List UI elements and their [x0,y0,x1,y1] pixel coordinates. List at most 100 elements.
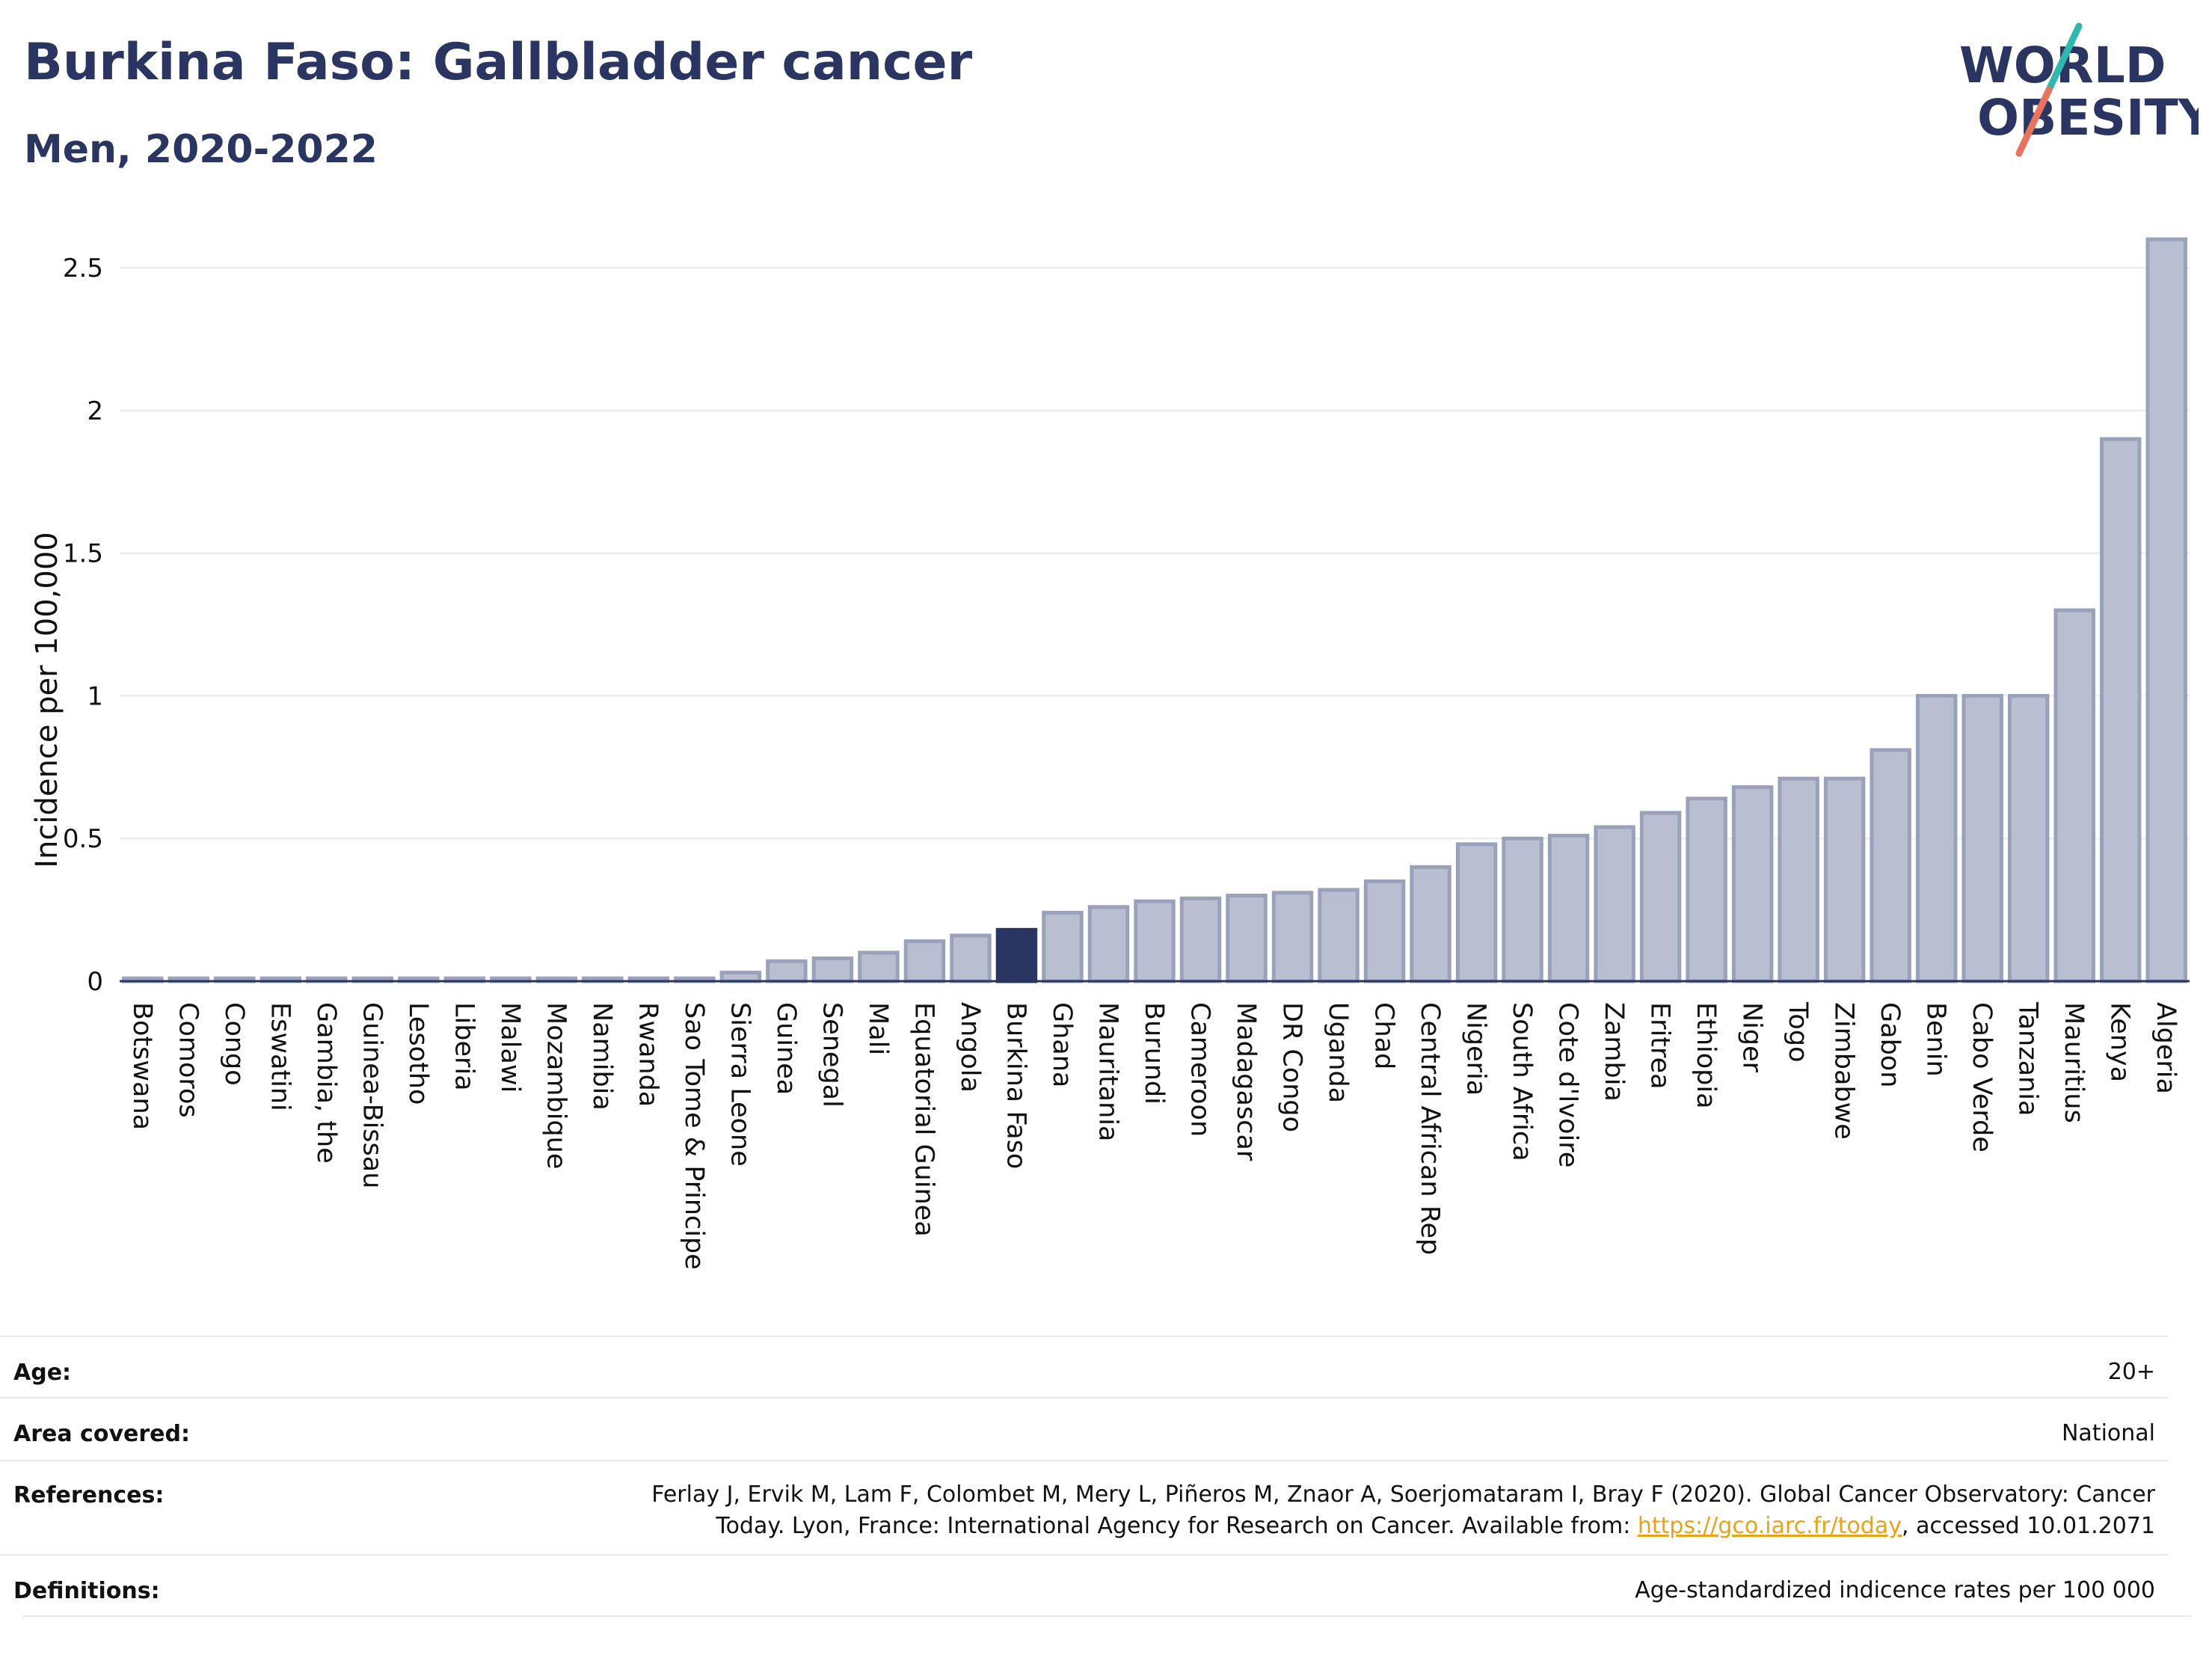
references-line-2-pre: Today. Lyon, France: International Agenc… [716,1513,1638,1539]
x-tick-label: Comoros [173,1002,203,1118]
x-tick-label: Congo [219,1002,249,1086]
x-tick-label: Mauritania [1093,1002,1122,1141]
y-tick-label: 1 [87,681,103,711]
x-tick-label: Burkina Faso [1001,1002,1030,1169]
y-tick-label: 0.5 [63,824,103,854]
info-row-area: Area covered: National [0,1397,2169,1460]
bar [1502,836,1543,983]
bar [2100,437,2142,983]
bar [766,959,808,983]
definitions-value: Age-standardized indicence rates per 100… [1635,1577,2155,1603]
bar [719,971,762,983]
x-tick-label: Eritrea [1645,1002,1675,1090]
logo-slash-teal [2045,22,2083,93]
bar [1134,899,1176,983]
bar [2053,608,2095,983]
bar [1042,910,1084,983]
x-tick-label: Burundi [1139,1002,1169,1105]
x-tick-label: Guinea-Bissau [357,1002,387,1188]
x-tick-label: Chad [1369,1002,1399,1069]
bar [903,939,946,983]
bar [2145,237,2187,983]
x-tick-label: Sao Tome & Principe [679,1002,709,1270]
references-link[interactable]: https://gco.iarc.fr/today [1637,1513,1902,1539]
x-tick-label: Central African Rep [1415,1002,1445,1255]
info-bottom-divider [22,1615,2191,1617]
references-line-2-post: , accessed 10.01.2071 [1902,1513,2155,1539]
x-tick-label: Zambia [1599,1002,1629,1102]
x-tick-label: Uganda [1323,1002,1353,1103]
bar [1594,825,1635,983]
x-tick-label: Guinea [771,1002,801,1095]
x-tick-label: Cote d'Ivoire [1553,1002,1583,1167]
area-label: Area covered: [13,1421,190,1447]
x-tick-label: Angola [955,1002,985,1093]
x-tick-label: Sierra Leone [725,1002,755,1167]
y-tick-label: 0 [87,967,103,997]
bar [1686,796,1727,983]
age-label: Age: [13,1360,72,1386]
bar [1547,833,1590,983]
y-tick-label: 2 [87,396,103,426]
x-tick-label: Gambia, the [311,1002,341,1164]
x-tick-label: Niger [1737,1002,1767,1073]
x-tick-label: Zimbabwe [1829,1002,1859,1140]
x-tick-label: DR Congo [1277,1002,1307,1132]
x-tick-label: Namibia [587,1002,617,1111]
references-line-1: Ferlay J, Ervik M, Lam F, Colombet M, Me… [651,1481,2155,1508]
references-value: Ferlay J, Ervik M, Lam F, Colombet M, Me… [651,1479,2155,1542]
x-tick-label: Senegal [817,1002,847,1108]
bar [1731,785,1774,983]
world-obesity-logo: WORLD OBESITY [1959,22,2199,157]
y-tick-label: 1.5 [63,539,103,569]
x-tick-label: Benin [1921,1002,1951,1077]
info-row-age: Age: 20+ [0,1336,2169,1397]
x-tick-label: Mauritius [2059,1002,2089,1123]
y-axis-label: Incidence per 100,000 [30,532,64,868]
page-title: Burkina Faso: Gallbladder cancer [24,33,973,92]
bar [1271,891,1314,983]
x-tick-label: Mali [863,1002,893,1055]
bar [1087,905,1130,983]
x-tick-label: Eswatini [265,1002,295,1111]
x-tick-label: Botswana [127,1002,157,1130]
x-tick-label: Cameroon [1185,1002,1215,1137]
bar [811,956,854,983]
x-tick-label: Gabon [1875,1002,1905,1087]
bar [1455,842,1498,983]
logo-text-obesity: OBESITY [1977,89,2199,147]
bar [1961,693,2003,983]
x-tick-label: South Africa [1507,1002,1537,1161]
references-label: References: [13,1482,165,1508]
logo-slash-coral [2015,86,2053,157]
bar [1226,894,1268,983]
x-tick-label: Madagascar [1231,1002,1261,1161]
x-tick-label: Malawi [495,1002,525,1093]
bar [1823,776,1866,983]
bar [950,933,992,983]
area-value: National [2061,1420,2155,1446]
bar [1870,748,1911,983]
bar [1318,888,1360,983]
info-row-definitions: Definitions: Age-standardized indicence … [0,1554,2169,1617]
x-tick-label: Ethiopia [1691,1002,1721,1109]
x-tick-label: Tanzania [2013,1001,2043,1116]
x-tick-label: Lesotho [403,1002,433,1105]
x-tick-label: Togo [1783,1001,1813,1062]
bar-chart: 0 0.5 1 1.5 2 2.5 Incidence per 100,000 Botswan… [30,237,2190,1270]
x-tick-label: Liberia [449,1002,479,1091]
bar [1778,776,1819,983]
definitions-label: Definitions: [13,1578,160,1604]
x-tick-label: Nigeria [1461,1002,1491,1096]
x-tick-label: Equatorial Guinea [909,1002,938,1237]
page-subtitle: Men, 2020-2022 [24,127,378,172]
bar [995,927,1038,983]
x-tick-label: Kenya [2105,1002,2135,1082]
x-tick-label: Mozambique [541,1002,571,1169]
info-row-references: References: Ferlay J, Ervik M, Lam F, Co… [0,1460,2169,1554]
x-tick-label: Ghana [1047,1002,1077,1087]
age-value: 20+ [2107,1359,2155,1385]
bar [1639,811,1682,983]
bar [1410,865,1451,983]
bar [1915,693,1958,983]
